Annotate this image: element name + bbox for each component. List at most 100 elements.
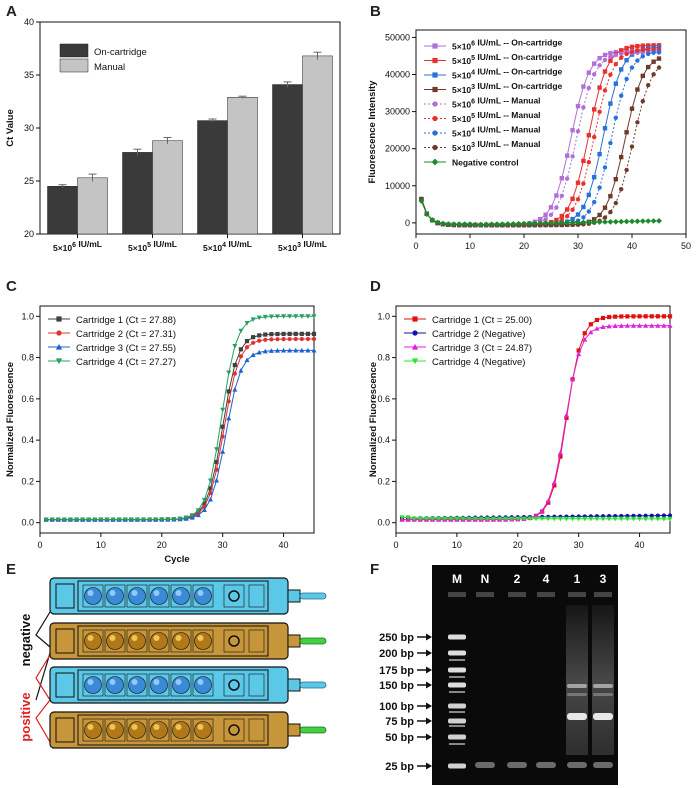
data-point bbox=[602, 219, 608, 225]
legend-label: 5×104 IU/mL -- On-cartridge bbox=[452, 67, 563, 81]
bead-cell bbox=[82, 629, 104, 653]
bead-highlight bbox=[175, 590, 182, 596]
data-point bbox=[305, 314, 311, 319]
panel-label-b: B bbox=[370, 3, 381, 20]
ladder-minor-band bbox=[449, 691, 465, 693]
ladder-arrow-head bbox=[426, 733, 432, 741]
data-point bbox=[651, 50, 656, 55]
data-point bbox=[575, 197, 581, 202]
data-point bbox=[619, 67, 624, 72]
bar-on-cartridge bbox=[47, 186, 78, 235]
data-point bbox=[287, 336, 292, 342]
data-point bbox=[429, 217, 436, 223]
data-point bbox=[586, 132, 591, 138]
bead bbox=[194, 632, 212, 650]
bead-highlight bbox=[197, 635, 204, 641]
cartridge bbox=[49, 711, 327, 749]
data-point bbox=[619, 186, 624, 192]
legend-marker bbox=[432, 130, 438, 136]
data-point bbox=[602, 126, 608, 131]
ladder-arrow-head bbox=[426, 681, 432, 689]
ladder-arrow-head bbox=[426, 666, 432, 674]
data-point bbox=[581, 84, 586, 89]
legend-marker bbox=[432, 57, 438, 64]
y-tick-label: 0.0 bbox=[21, 518, 34, 528]
bead bbox=[84, 676, 102, 694]
data-point bbox=[619, 48, 624, 53]
lane-smear bbox=[592, 605, 614, 755]
data-point bbox=[263, 337, 268, 342]
gel-well bbox=[508, 592, 526, 597]
data-point bbox=[629, 65, 635, 70]
data-point bbox=[49, 517, 55, 523]
data-point bbox=[575, 129, 581, 134]
data-point bbox=[483, 221, 490, 228]
x-tick-label: 5×105 IU/mL bbox=[128, 239, 177, 253]
data-point bbox=[635, 48, 640, 53]
data-point bbox=[565, 153, 570, 158]
bead-cell bbox=[170, 584, 192, 608]
data-point bbox=[262, 314, 268, 320]
bead-cell bbox=[170, 629, 192, 653]
series-line bbox=[46, 349, 314, 521]
data-point bbox=[461, 221, 468, 227]
mag-cell bbox=[223, 584, 245, 608]
data-point bbox=[201, 507, 207, 512]
cartridge bbox=[49, 622, 327, 660]
data-point bbox=[624, 323, 630, 328]
x-tick-label: 10 bbox=[96, 540, 106, 550]
data-point bbox=[183, 515, 189, 521]
y-tick-label: 1.0 bbox=[377, 311, 390, 321]
bead bbox=[194, 587, 212, 605]
plot-frame bbox=[39, 305, 315, 534]
ladder-label: 50 bp bbox=[385, 732, 414, 744]
legend-label: Cartridge 4 (Negative) bbox=[432, 357, 525, 368]
data-point bbox=[299, 314, 305, 319]
panel-label-f: F bbox=[370, 561, 379, 578]
legend-label: 5×103 IU/mL -- Manual bbox=[452, 139, 541, 153]
data-point bbox=[405, 515, 411, 521]
data-point bbox=[543, 217, 548, 222]
lane-label: N bbox=[481, 572, 490, 586]
data-point bbox=[661, 314, 667, 319]
data-point bbox=[104, 517, 110, 523]
x-tick-label: 5×103 IU/mL bbox=[278, 239, 327, 253]
bead bbox=[128, 587, 146, 605]
x-axis-title: Cycle bbox=[164, 554, 189, 565]
data-point bbox=[510, 220, 517, 227]
ladder-label: 175 bp bbox=[379, 665, 414, 677]
data-point bbox=[667, 516, 673, 522]
data-point bbox=[629, 144, 635, 149]
data-point bbox=[575, 219, 581, 226]
data-point bbox=[494, 221, 500, 228]
data-point bbox=[232, 371, 237, 376]
x-tick-label: 10 bbox=[452, 540, 462, 550]
data-point bbox=[466, 516, 472, 522]
ladder-arrow-head bbox=[426, 717, 432, 725]
data-point bbox=[122, 517, 128, 523]
bead bbox=[84, 721, 102, 739]
data-point bbox=[631, 314, 636, 319]
legend-label: 5×104 IU/mL -- Manual bbox=[452, 125, 541, 139]
data-point bbox=[281, 336, 286, 342]
data-point bbox=[274, 348, 280, 353]
data-point bbox=[667, 323, 673, 328]
data-point bbox=[98, 517, 104, 523]
data-point bbox=[472, 221, 479, 228]
data-point bbox=[600, 516, 606, 522]
negative-bracket bbox=[35, 611, 51, 648]
data-point bbox=[613, 314, 618, 319]
legend-label: Cartridge 2 (Ct = 27.31) bbox=[76, 329, 176, 340]
data-point bbox=[454, 516, 460, 522]
data-point bbox=[655, 516, 661, 522]
legend-marker bbox=[411, 358, 419, 365]
y-axis-title: Ct Value bbox=[5, 109, 16, 147]
legend-label: Cartridge 1 (Ct = 27.88) bbox=[76, 315, 176, 326]
data-point bbox=[607, 218, 614, 225]
data-point bbox=[305, 347, 311, 353]
data-point bbox=[643, 314, 648, 319]
lane-label: 3 bbox=[600, 572, 607, 586]
bar-manual bbox=[77, 177, 108, 235]
data-point bbox=[539, 508, 545, 513]
